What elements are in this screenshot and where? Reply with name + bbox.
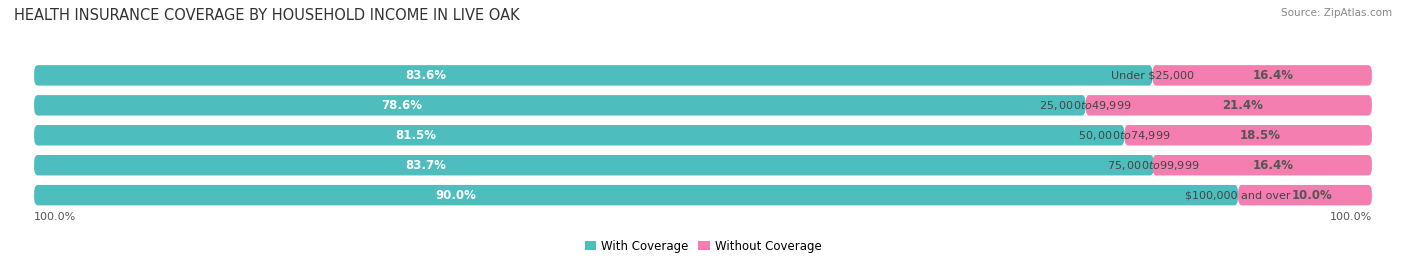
FancyBboxPatch shape: [34, 95, 1372, 115]
FancyBboxPatch shape: [34, 185, 1239, 205]
FancyBboxPatch shape: [1085, 95, 1372, 115]
FancyBboxPatch shape: [34, 155, 1372, 175]
FancyBboxPatch shape: [34, 65, 1372, 86]
FancyBboxPatch shape: [34, 66, 1372, 85]
FancyBboxPatch shape: [1125, 125, 1372, 146]
Text: 100.0%: 100.0%: [34, 212, 76, 222]
FancyBboxPatch shape: [34, 126, 1372, 145]
FancyBboxPatch shape: [34, 96, 1372, 115]
FancyBboxPatch shape: [34, 65, 1153, 86]
Text: $100,000 and over: $100,000 and over: [1185, 190, 1291, 200]
Text: $25,000 to $49,999: $25,000 to $49,999: [1039, 99, 1132, 112]
Text: 83.6%: 83.6%: [405, 69, 446, 82]
Text: 18.5%: 18.5%: [1240, 129, 1281, 142]
FancyBboxPatch shape: [34, 125, 1372, 146]
Text: 81.5%: 81.5%: [395, 129, 436, 142]
Text: 90.0%: 90.0%: [434, 189, 477, 202]
FancyBboxPatch shape: [34, 185, 1372, 205]
Text: 21.4%: 21.4%: [1223, 99, 1264, 112]
Text: 78.6%: 78.6%: [381, 99, 423, 112]
Text: $50,000 to $74,999: $50,000 to $74,999: [1078, 129, 1171, 142]
FancyBboxPatch shape: [34, 155, 1154, 175]
Text: 100.0%: 100.0%: [1330, 212, 1372, 222]
Text: 10.0%: 10.0%: [1291, 189, 1331, 202]
Text: 83.7%: 83.7%: [405, 159, 447, 172]
Text: HEALTH INSURANCE COVERAGE BY HOUSEHOLD INCOME IN LIVE OAK: HEALTH INSURANCE COVERAGE BY HOUSEHOLD I…: [14, 8, 520, 23]
Text: 16.4%: 16.4%: [1253, 159, 1294, 172]
FancyBboxPatch shape: [1153, 65, 1372, 86]
FancyBboxPatch shape: [34, 155, 1372, 175]
FancyBboxPatch shape: [34, 186, 1372, 205]
FancyBboxPatch shape: [34, 125, 1125, 146]
FancyBboxPatch shape: [1239, 185, 1372, 205]
Text: Under $25,000: Under $25,000: [1111, 70, 1194, 80]
Text: 16.4%: 16.4%: [1253, 69, 1294, 82]
FancyBboxPatch shape: [1153, 155, 1372, 175]
Legend: With Coverage, Without Coverage: With Coverage, Without Coverage: [585, 240, 821, 253]
FancyBboxPatch shape: [34, 95, 1085, 115]
Text: Source: ZipAtlas.com: Source: ZipAtlas.com: [1281, 8, 1392, 18]
Text: $75,000 to $99,999: $75,000 to $99,999: [1107, 159, 1199, 172]
